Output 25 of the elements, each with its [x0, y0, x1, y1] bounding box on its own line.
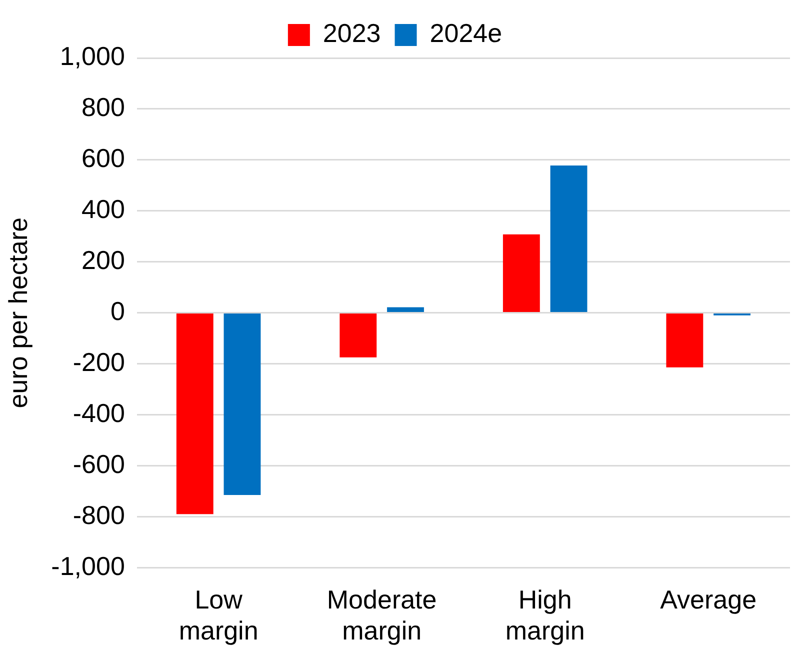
y-tick-label: 1,000 [60, 41, 125, 72]
x-tick-label: Average [660, 584, 757, 614]
bar [550, 166, 588, 312]
x-tick-label: Low margin [178, 584, 258, 646]
bar [387, 307, 424, 312]
y-tick-label: 600 [82, 143, 125, 174]
bar [502, 234, 540, 312]
x-tick-label: Moderate margin [326, 584, 437, 646]
y-tick-label: -200 [72, 346, 125, 377]
x-tick-label: High margin [505, 584, 585, 646]
bar [176, 314, 214, 514]
y-tick-label: -1,000 [51, 550, 125, 581]
bar [340, 314, 377, 358]
legend-label: 2023 [322, 18, 381, 48]
bar [224, 314, 261, 495]
y-tick-label: 0 [110, 296, 125, 326]
bar [666, 314, 704, 368]
y-tick-label: 400 [82, 194, 125, 224]
y-axis-title: euro per hectare [2, 217, 33, 408]
y-tick-label: -800 [72, 500, 125, 530]
y-tick-label: -400 [72, 398, 125, 428]
y-tick-label: -600 [72, 448, 125, 479]
y-tick-label: 200 [82, 245, 125, 276]
legend-label: 2024e [430, 18, 502, 48]
y-tick-label: 800 [82, 92, 125, 122]
